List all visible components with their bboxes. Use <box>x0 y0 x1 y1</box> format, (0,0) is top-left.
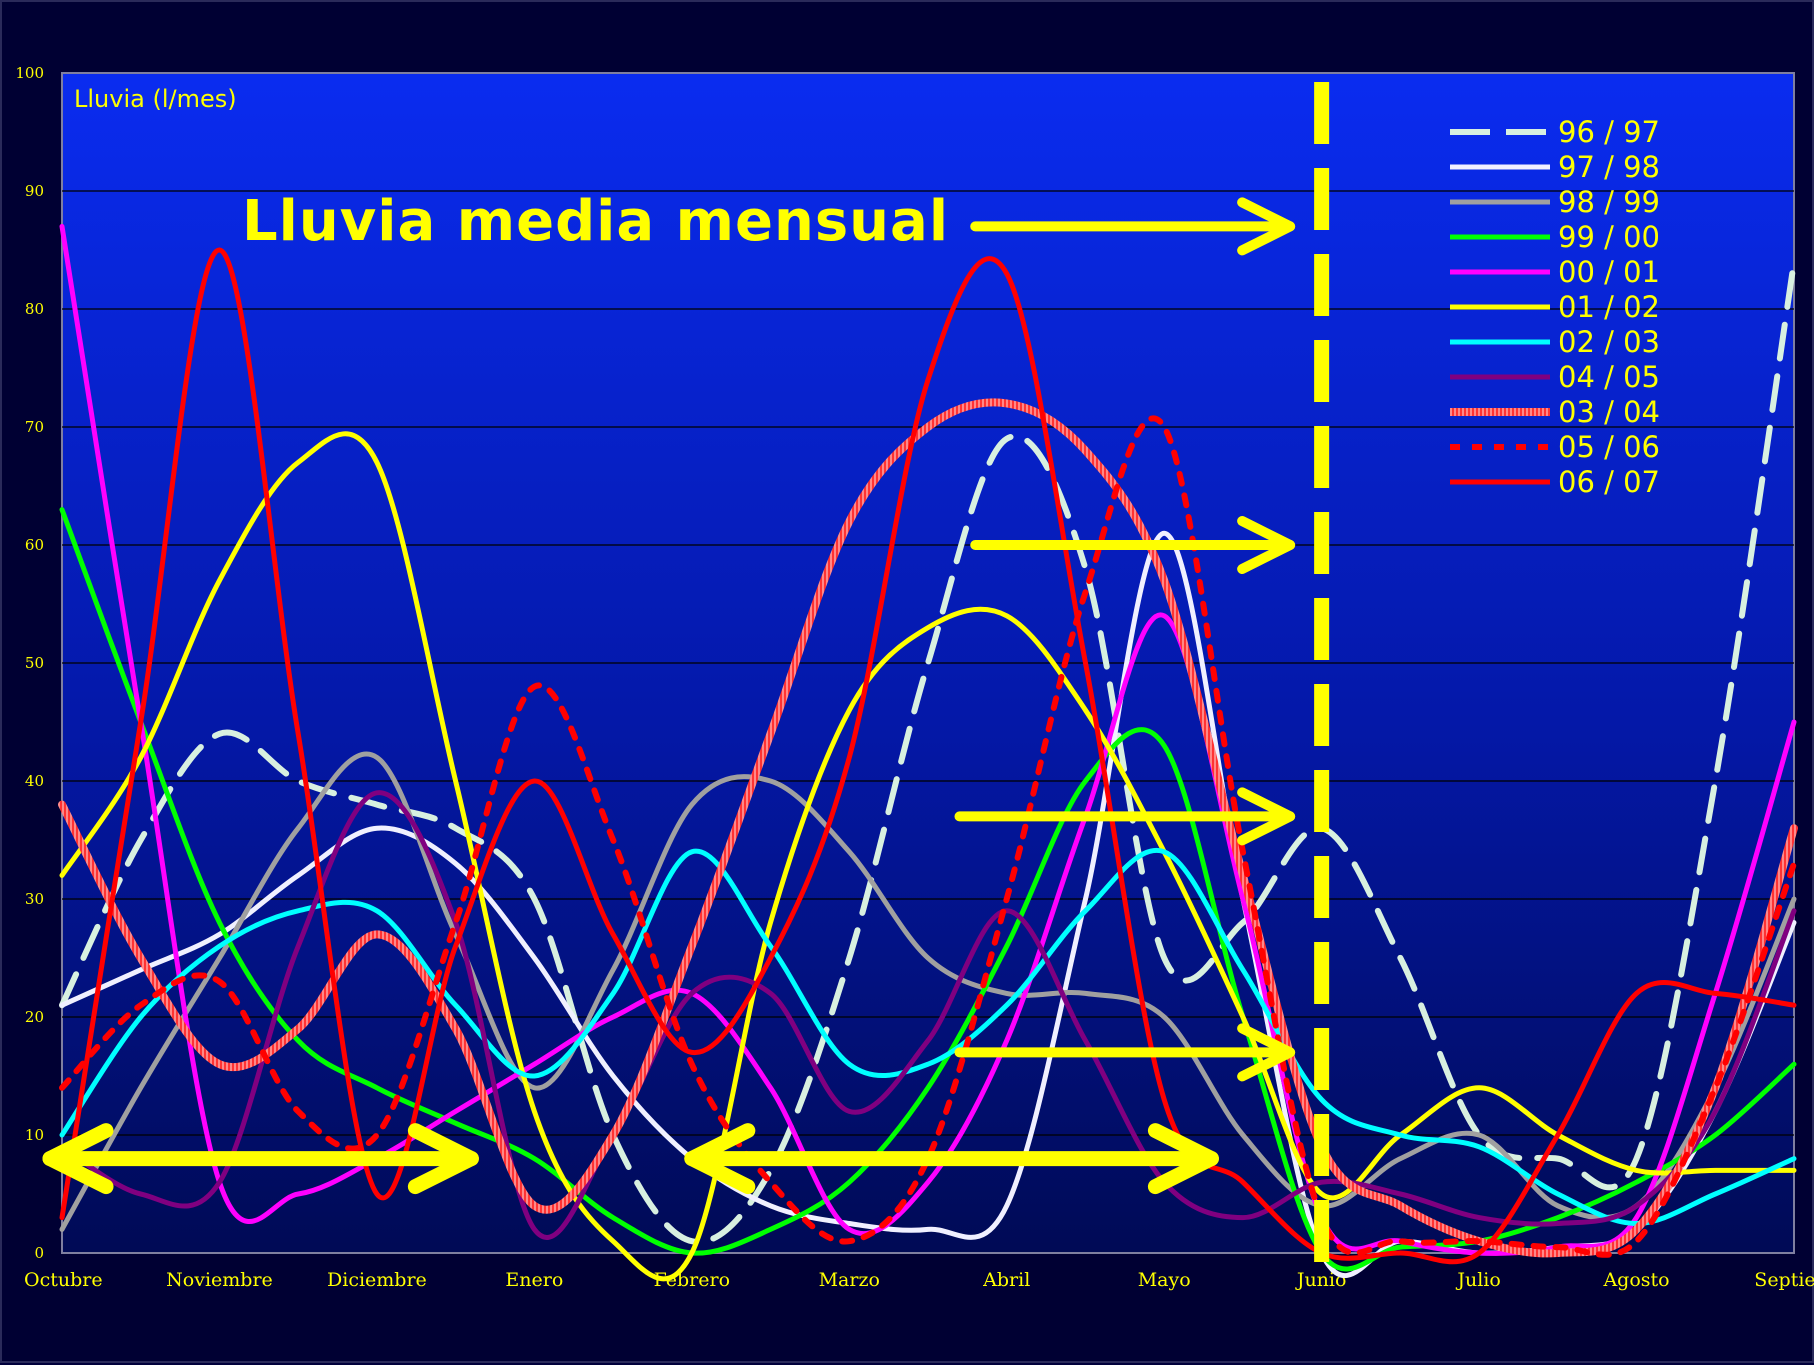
series-line-9 <box>59 415 1797 1258</box>
y-axis-label: Lluvia (l/mes) <box>74 85 237 113</box>
x-tick-label: Septiem <box>1754 1269 1814 1291</box>
double-arrow-left-head <box>42 1123 114 1195</box>
x-tick-label: Mayo <box>1138 1269 1191 1291</box>
y-tick-label: 80 <box>25 300 44 318</box>
y-tick-label: 90 <box>25 182 44 200</box>
double-arrow-right-head <box>1147 1123 1219 1195</box>
x-tick-label: Agosto <box>1602 1269 1669 1291</box>
legend-label-2: 98 / 99 <box>1558 185 1660 219</box>
legend-label-9: 05 / 06 <box>1558 430 1660 464</box>
legend-label-10: 06 / 07 <box>1558 465 1660 499</box>
double-arrow-right-head <box>407 1123 479 1195</box>
series-line-4 <box>59 223 1797 1256</box>
x-tick-label: Abril <box>982 1269 1030 1291</box>
y-tick-label: 20 <box>25 1008 44 1026</box>
x-tick-label: Enero <box>505 1269 563 1291</box>
series-line-10 <box>59 247 1797 1265</box>
x-tick-label: Octubre <box>24 1269 103 1291</box>
arrow-right-head <box>1237 787 1296 846</box>
arrow-right-head <box>1237 197 1296 256</box>
legend-label-4: 00 / 01 <box>1558 255 1660 289</box>
legend-label-0: 96 / 97 <box>1558 115 1660 149</box>
arrow-right-head <box>1237 1023 1296 1082</box>
chart-title: Lluvia media mensual <box>242 189 949 254</box>
double-arrow-left-head <box>684 1123 756 1195</box>
gridlines <box>62 190 1794 1136</box>
y-axis-ticks: 0 10 20 30 40 50 60 70 80 90 100 <box>15 64 44 1262</box>
legend-label-8: 03 / 04 <box>1558 395 1660 429</box>
y-tick-label: 40 <box>25 772 44 790</box>
x-tick-label: Noviembre <box>166 1269 273 1291</box>
x-tick-label: Junio <box>1295 1269 1347 1291</box>
series-line-2 <box>59 751 1797 1232</box>
legend-label-6: 02 / 03 <box>1558 325 1660 359</box>
y-tick-label: 100 <box>15 64 44 82</box>
y-tick-label: 0 <box>34 1244 44 1262</box>
y-tick-label: 50 <box>25 654 44 672</box>
annotations <box>42 82 1330 1267</box>
x-tick-label: Julio <box>1455 1269 1500 1291</box>
legend-label-7: 04 / 05 <box>1558 360 1660 394</box>
series-line-7 <box>59 790 1797 1240</box>
legend-label-3: 99 / 00 <box>1558 220 1660 254</box>
arrow-right-head <box>1237 516 1296 574</box>
y-tick-label: 10 <box>25 1126 44 1144</box>
y-tick-label: 70 <box>25 418 44 436</box>
y-tick-label: 60 <box>25 536 44 554</box>
y-tick-label: 30 <box>25 890 44 908</box>
x-tick-label: Diciembre <box>327 1269 427 1291</box>
series-lines <box>58 223 1798 1282</box>
series-line-5 <box>59 431 1797 1282</box>
legend-label-1: 97 / 98 <box>1558 150 1660 184</box>
x-tick-label: Marzo <box>819 1269 880 1291</box>
legend-label-5: 01 / 02 <box>1558 290 1660 324</box>
x-axis-ticks: Octubre Noviembre Diciembre Enero Febrero Mar… <box>24 1269 1814 1291</box>
